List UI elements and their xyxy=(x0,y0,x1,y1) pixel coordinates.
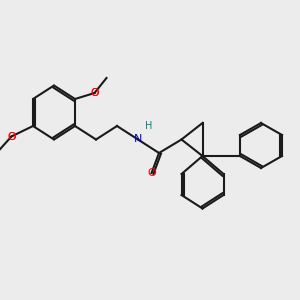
Text: H: H xyxy=(145,121,152,131)
Text: O: O xyxy=(90,88,99,98)
Text: O: O xyxy=(90,88,99,98)
Text: O: O xyxy=(7,131,16,142)
Text: O: O xyxy=(7,131,16,142)
Text: N: N xyxy=(134,134,142,145)
Text: O: O xyxy=(147,168,156,178)
